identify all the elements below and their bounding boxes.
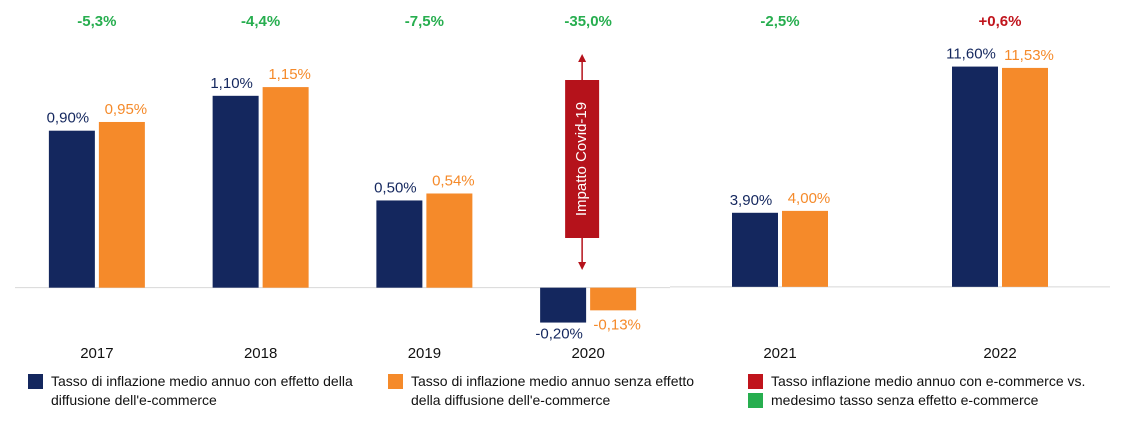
legend-item: medesimo tasso senza effetto e-commerce [748, 391, 1128, 410]
legend-item: Tasso di inflazione medio annuo con effe… [28, 372, 358, 410]
value-label: 11,53% [1004, 47, 1054, 64]
legend-label: Tasso inflazione medio annuo con e-comme… [771, 373, 1086, 389]
bar [376, 200, 423, 288]
bar [98, 121, 145, 288]
x-tick-label: 2020 [571, 345, 604, 362]
value-label: 3,90% [730, 192, 773, 209]
bar [590, 287, 637, 311]
change-label: -4,4% [241, 13, 280, 30]
bar [540, 287, 587, 323]
annotation-box [565, 80, 600, 238]
legend-swatch [748, 374, 763, 389]
legend-label: medesimo tasso senza effetto e-commerce [771, 392, 1039, 408]
change-label: -5,3% [77, 13, 116, 30]
legend-swatch [388, 374, 403, 389]
change-label: +0,6% [979, 13, 1022, 30]
legend-item: Tasso di inflazione medio annuo senza ef… [388, 372, 718, 410]
change-label: -35,0% [564, 13, 612, 30]
value-label: 0,90% [47, 110, 90, 127]
legend-label: Tasso di inflazione medio annuo senza ef… [411, 373, 695, 408]
x-tick-label: 2019 [408, 345, 441, 362]
annotation-text: Impatto Covid-19 [573, 102, 590, 216]
x-tick-label: 2022 [983, 345, 1016, 362]
value-label: 1,10% [210, 75, 253, 92]
change-label: -2,5% [760, 13, 799, 30]
value-label: 0,95% [105, 101, 148, 118]
value-label: 1,15% [268, 66, 311, 83]
bar [426, 193, 473, 288]
bar [262, 87, 309, 288]
x-tick-label: 2021 [763, 345, 796, 362]
bar [212, 95, 259, 288]
x-tick-label: 2017 [80, 345, 113, 362]
legend-label: Tasso di inflazione medio annuo con effe… [51, 373, 353, 408]
bar [782, 210, 828, 287]
value-label: -0,20% [535, 326, 583, 343]
change-label: -7,5% [405, 13, 444, 30]
x-tick-label: 2018 [244, 345, 277, 362]
legend-item: Tasso inflazione medio annuo con e-comme… [748, 372, 1128, 391]
value-label: 0,54% [432, 172, 475, 189]
legend-swatch [748, 393, 763, 408]
value-label: 11,60% [946, 46, 996, 63]
bar [1002, 67, 1048, 287]
value-label: 0,50% [374, 179, 417, 196]
bar [48, 130, 95, 288]
bar [952, 66, 998, 287]
chart: 2017 -5,3% 0,90% 0,95% 2018 -4,4% 1,10% 1,15% 20… [15, 13, 1110, 362]
value-label: -0,13% [593, 316, 641, 333]
value-label: 4,00% [788, 190, 831, 207]
legend-swatch [28, 374, 43, 389]
bar [732, 212, 778, 287]
